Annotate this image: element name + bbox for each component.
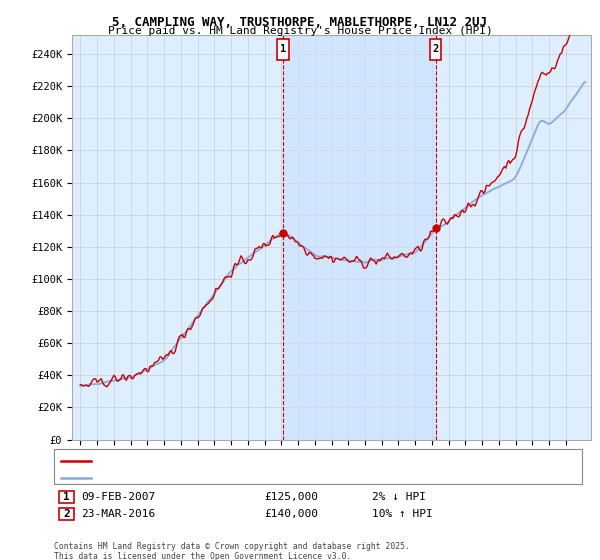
Text: 5, CAMPLING WAY, TRUSTHORPE, MABLETHORPE, LN12 2UJ: 5, CAMPLING WAY, TRUSTHORPE, MABLETHORPE… (113, 16, 487, 29)
Text: Price paid vs. HM Land Registry's House Price Index (HPI): Price paid vs. HM Land Registry's House … (107, 26, 493, 36)
Text: 1: 1 (63, 492, 70, 502)
Text: 10% ↑ HPI: 10% ↑ HPI (372, 509, 433, 519)
Text: HPI: Average price, semi-detached house, East Lindsey: HPI: Average price, semi-detached house,… (97, 474, 402, 483)
FancyBboxPatch shape (277, 39, 289, 59)
Text: 5, CAMPLING WAY, TRUSTHORPE, MABLETHORPE, LN12 2UJ (semi-detached house): 5, CAMPLING WAY, TRUSTHORPE, MABLETHORPE… (97, 457, 511, 466)
Text: 2% ↓ HPI: 2% ↓ HPI (372, 492, 426, 502)
Text: 2: 2 (63, 509, 70, 519)
Text: Contains HM Land Registry data © Crown copyright and database right 2025.
This d: Contains HM Land Registry data © Crown c… (54, 542, 410, 560)
Bar (283, 35, 436, 440)
Text: 2: 2 (433, 44, 439, 54)
Text: 1: 1 (280, 44, 286, 54)
Text: 23-MAR-2016: 23-MAR-2016 (81, 509, 155, 519)
Text: 09-FEB-2007: 09-FEB-2007 (81, 492, 155, 502)
Text: £125,000: £125,000 (264, 492, 318, 502)
FancyBboxPatch shape (430, 39, 442, 59)
Text: £140,000: £140,000 (264, 509, 318, 519)
